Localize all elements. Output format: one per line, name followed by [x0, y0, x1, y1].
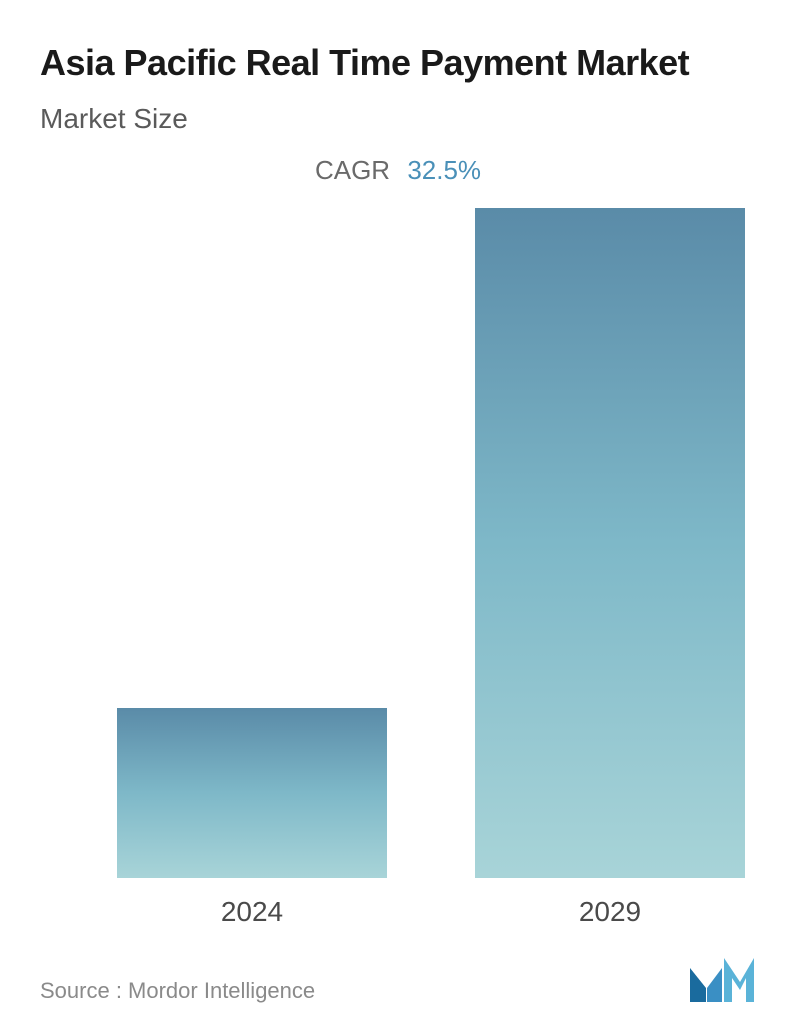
- cagr-row: CAGR 32.5%: [40, 155, 756, 186]
- bar-2029: [475, 208, 745, 878]
- chart-subtitle: Market Size: [40, 103, 756, 135]
- chart-title: Asia Pacific Real Time Payment Market: [40, 40, 756, 85]
- bar-2024: [117, 708, 387, 878]
- x-axis-labels: 2024 2029: [40, 896, 756, 928]
- x-label-2029: 2029: [475, 896, 745, 928]
- footer: Source : Mordor Intelligence: [40, 956, 756, 1004]
- cagr-label: CAGR: [315, 155, 390, 185]
- source-text: Source : Mordor Intelligence: [40, 978, 315, 1004]
- chart-area: [40, 198, 756, 878]
- cagr-value: 32.5%: [407, 155, 481, 185]
- brand-logo-icon: [688, 956, 756, 1004]
- x-label-2024: 2024: [117, 896, 387, 928]
